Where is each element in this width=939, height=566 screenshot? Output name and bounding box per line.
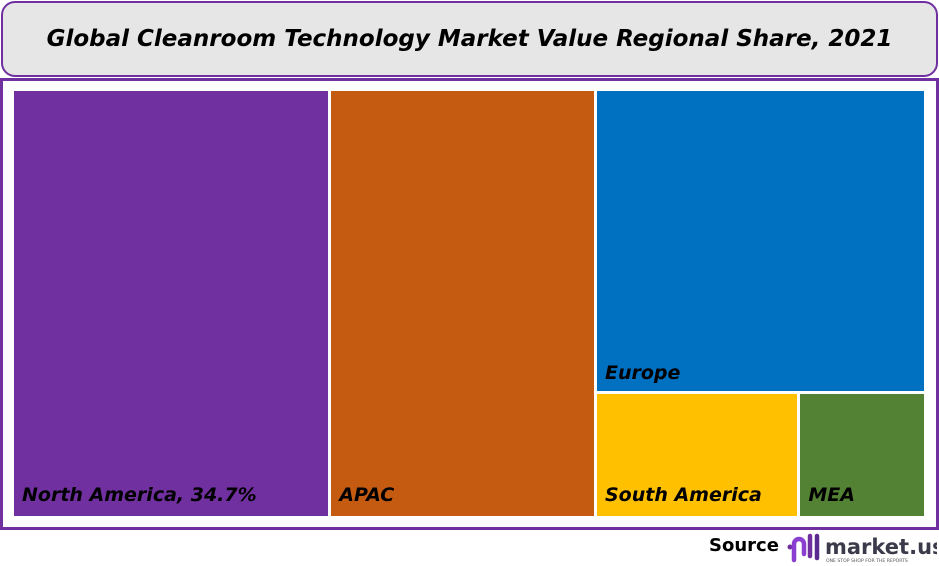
tile-label: MEA — [808, 483, 855, 506]
treemap-tile-south-america: South America — [596, 393, 798, 516]
tile-label: Europe — [604, 361, 681, 384]
treemap-tile-north-america: North America, 34.7% — [14, 91, 329, 516]
source-label: Source — [709, 535, 779, 556]
tile-label: APAC — [339, 484, 395, 506]
market-us-logo[interactable]: market.us ONE STOP SHOP FOR THE REPORTS — [785, 530, 937, 564]
treemap-tile-mea: MEA — [800, 393, 924, 516]
chart-title-box: Global Cleanroom Technology Market Value… — [1, 1, 938, 77]
treemap: North America, 34.7% APAC Europe South Amer… — [14, 91, 924, 516]
treemap-tile-europe: Europe — [596, 91, 924, 391]
logo-text: market.us — [825, 535, 937, 559]
tile-label: North America, 34.7% — [22, 484, 257, 506]
logo-tagline: ONE STOP SHOP FOR THE REPORTS — [826, 558, 908, 564]
chart-title: Global Cleanroom Technology Market Value… — [46, 26, 893, 52]
tile-label: South America — [604, 483, 762, 506]
treemap-tile-apac: APAC — [331, 91, 594, 516]
